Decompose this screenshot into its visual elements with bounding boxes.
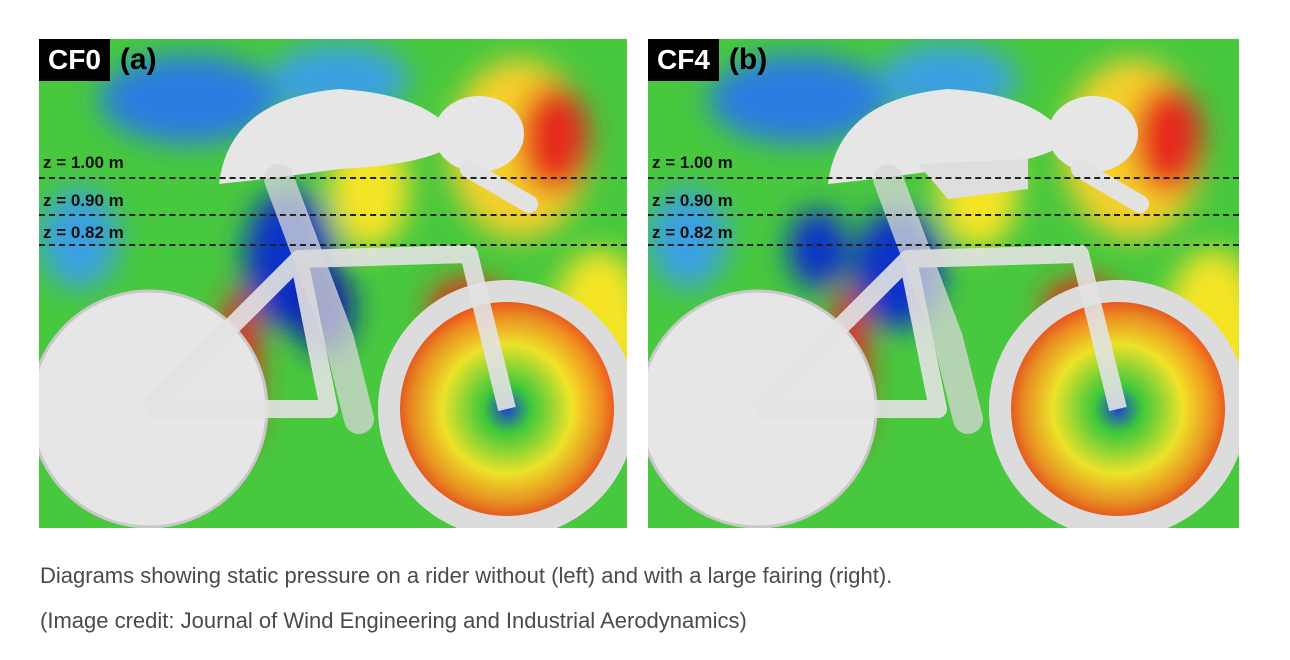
config-code-label: CF4	[648, 39, 719, 81]
height-line	[39, 214, 627, 216]
panel-letter-label: (a)	[119, 43, 157, 76]
pressure-field-image	[648, 39, 1239, 528]
image-credit: (Image credit: Journal of Wind Engineeri…	[40, 608, 747, 633]
height-label: z = 0.90 m	[43, 191, 124, 210]
pressure-diagram-cf4: CF4 (b) z = 1.00 m z = 0.90 m z = 0.82 m	[648, 39, 1239, 528]
pressure-diagram-cf0: CF0 (a) z = 1.00 m z = 0.90 m z = 0.82 m	[39, 39, 627, 528]
image-caption: Diagrams showing static pressure on a ri…	[40, 563, 893, 588]
height-line	[648, 244, 1239, 246]
height-label: z = 0.82 m	[652, 223, 733, 242]
height-label: z = 0.82 m	[43, 223, 124, 242]
pressure-field-image	[39, 39, 627, 528]
height-line	[39, 244, 627, 246]
panel-letter-label: (b)	[728, 43, 768, 76]
height-line	[648, 177, 1239, 179]
height-label: z = 1.00 m	[652, 153, 733, 172]
panel-tag: CF4 (b)	[648, 39, 767, 81]
height-line	[648, 214, 1239, 216]
panel-tag: CF0 (a)	[39, 39, 157, 81]
height-label: z = 0.90 m	[652, 191, 733, 210]
height-line	[39, 177, 627, 179]
height-label: z = 1.00 m	[43, 153, 124, 172]
config-code-label: CF0	[39, 39, 110, 81]
